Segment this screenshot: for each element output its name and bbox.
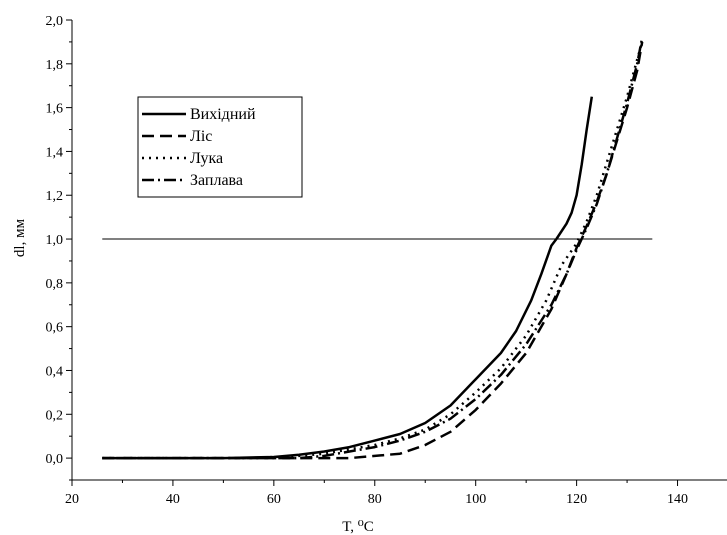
- y-tick-label: 1,2: [46, 189, 64, 204]
- y-tick-label: 0,2: [46, 408, 64, 423]
- y-tick-label: 1,0: [46, 233, 64, 248]
- legend-label-3: Лука: [190, 150, 223, 167]
- x-tick-label: 140: [667, 492, 688, 507]
- x-tick-label: 100: [465, 492, 486, 507]
- axes-layer: 20 40 60 80 100 120 140 0,0 0,2 0,4 0,6 0,8 1,0 1,2 1,…: [46, 14, 727, 507]
- y-tick-label: 0,6: [46, 321, 64, 336]
- x-axis-title: T, ⁰C: [342, 519, 374, 535]
- legend-label-2: Ліс: [190, 128, 212, 145]
- x-tick-label: 20: [65, 492, 79, 507]
- y-tick-label: 1,6: [46, 102, 64, 117]
- y-tick-label: 1,8: [46, 58, 64, 73]
- x-tick-label: 120: [566, 492, 587, 507]
- legend: Вихідний Ліс Лука Заплава: [137, 96, 303, 198]
- y-tick-label: 2,0: [46, 14, 64, 29]
- y-tick-label: 1,4: [46, 145, 64, 160]
- legend-label-4: Заплава: [190, 172, 243, 189]
- y-axis-title: dl, мм: [12, 218, 28, 257]
- y-tick-label: 0,8: [46, 277, 64, 292]
- legend-label-1: Вихідний: [190, 106, 256, 123]
- series-line-1: [102, 96, 594, 460]
- x-tick-label: 80: [368, 492, 382, 507]
- y-tick-label: 0,0: [46, 452, 64, 467]
- x-tick-label: 40: [166, 492, 180, 507]
- series-line-4: [102, 37, 644, 460]
- series-layer: [102, 37, 653, 460]
- y-tick-label: 0,4: [46, 364, 64, 379]
- x-tick-label: 60: [267, 492, 281, 507]
